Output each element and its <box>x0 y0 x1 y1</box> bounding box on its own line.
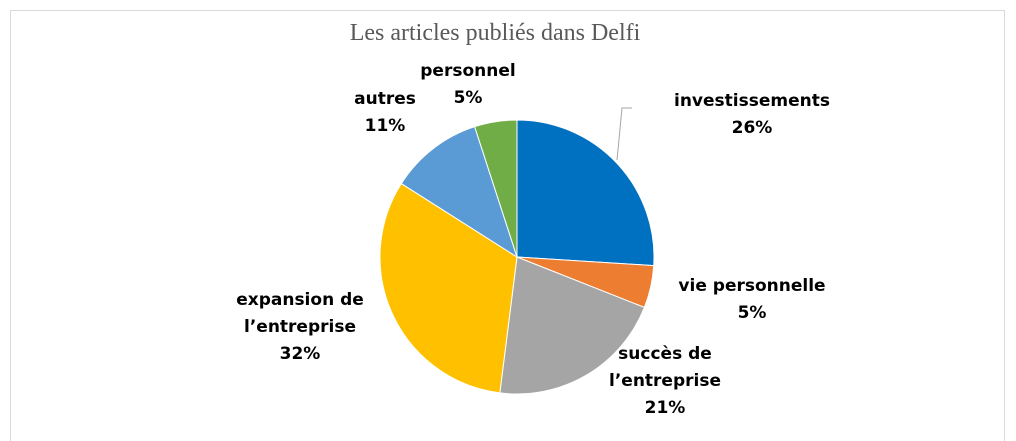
value-label: 26% <box>731 118 773 138</box>
pie <box>379 119 655 395</box>
slice <box>400 126 518 259</box>
data-label: vie personnelle 5% <box>652 273 852 327</box>
data-label: expansion de l’entreprise 32% <box>225 287 375 368</box>
value-label: 32% <box>279 344 321 364</box>
category-label: autres <box>354 89 416 109</box>
category-label: expansion de l’entreprise <box>236 290 364 337</box>
data-label: personnel 5% <box>408 58 528 112</box>
category-label: personnel <box>420 61 516 81</box>
category-label: succès de l’entreprise <box>609 344 721 391</box>
slice <box>474 119 518 258</box>
chart-title: Les articles publiés dans Delfi <box>350 20 641 46</box>
slice <box>379 182 518 394</box>
value-label: 11% <box>364 116 406 136</box>
slice <box>499 256 646 395</box>
data-label: investissements 26% <box>652 88 852 142</box>
data-label: autres 11% <box>345 86 425 140</box>
category-label: investissements <box>674 91 830 111</box>
category-label: vie personnelle <box>678 276 826 296</box>
data-label: succès de l’entreprise 21% <box>595 341 735 422</box>
slice <box>516 119 655 267</box>
value-label: 5% <box>453 88 483 108</box>
leader-line <box>616 107 632 161</box>
value-label: 21% <box>644 398 686 418</box>
value-label: 5% <box>737 303 767 323</box>
